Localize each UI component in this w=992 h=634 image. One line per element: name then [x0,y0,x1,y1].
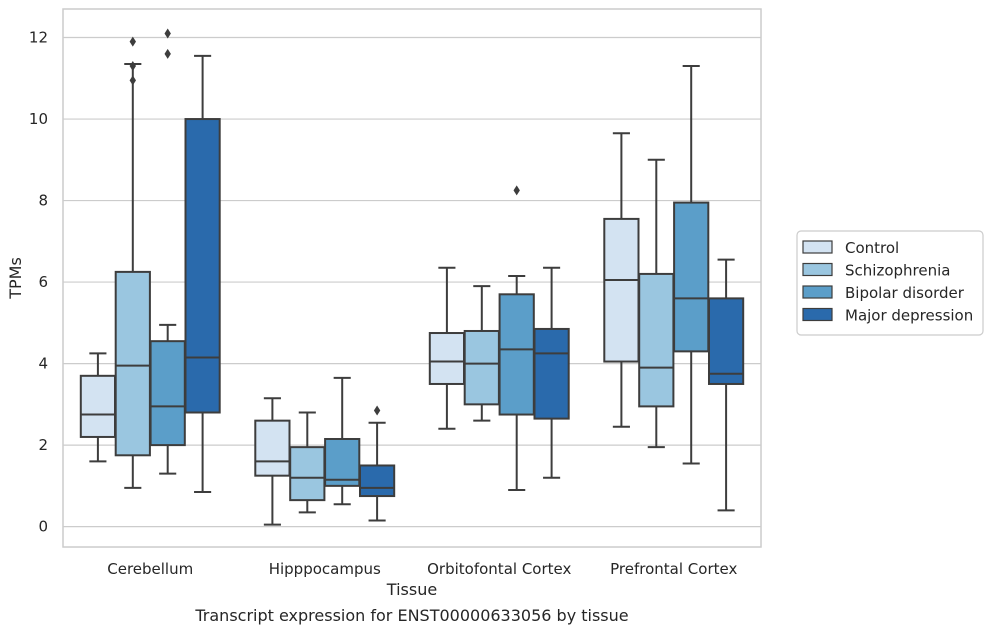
legend-label: Control [845,239,899,257]
box-iqr [673,201,710,353]
x-tick-label: Cerebellum [107,560,193,578]
box-group [498,185,535,491]
box-group [428,266,466,430]
box-group [114,36,151,489]
box-group [324,376,361,506]
box-iqr [533,327,570,420]
box-group [254,397,291,526]
box-iqr [358,464,396,498]
box-group [184,54,221,493]
x-tick-label: Prefrontal Cortex [610,560,737,578]
box-group [149,28,186,475]
box-iqr [707,297,745,385]
flier-point [164,48,171,59]
x-tick-label: Hipppocampus [269,560,381,578]
plot-frame [62,8,762,548]
box-group [358,405,396,522]
box-iqr [603,217,640,363]
y-tick-label: 2 [38,436,48,454]
box-group [673,65,710,465]
flier-point [129,75,136,86]
box-iqr [254,419,291,477]
y-tick-label: 6 [38,273,48,291]
y-tick-label: 8 [38,192,48,210]
flier-point [513,185,520,196]
box-iqr [428,332,466,385]
box-group [289,411,326,514]
y-tick-label: 10 [29,110,48,128]
legend-swatch [802,285,833,299]
box-iqr [114,270,151,457]
box-group [638,158,675,449]
box-group [463,285,500,422]
legend-label: Bipolar disorder [845,284,965,302]
box-iqr [289,446,326,502]
x-tick-label: Orbitofontal Cortex [427,560,571,578]
box-iqr [79,374,117,438]
box-iqr [638,272,675,408]
box-group [533,266,570,479]
y-axis-title: TPMs [6,257,25,300]
figure-caption: Transcript expression for ENST0000063305… [195,606,629,625]
legend-label: Schizophrenia [845,262,950,280]
legend-swatch [802,262,833,277]
flier-point [129,61,136,72]
box-group [79,352,117,463]
legend-box [796,230,984,336]
box-iqr [463,329,500,406]
box-iqr [498,293,535,416]
legend-swatch [802,307,833,322]
flier-point [373,405,381,416]
flier-point [164,28,171,39]
box-group [603,132,640,428]
box-group [707,258,745,512]
box-iqr [149,340,186,447]
y-tick-label: 0 [38,518,48,536]
box-iqr [184,118,221,414]
legend-label: Major depression [845,307,973,325]
box-iqr [324,437,361,487]
legend-swatch [802,240,833,254]
flier-point [129,36,136,47]
y-tick-label: 4 [38,355,48,373]
x-axis-title: Tissue [386,580,437,599]
y-tick-label: 12 [29,29,48,47]
